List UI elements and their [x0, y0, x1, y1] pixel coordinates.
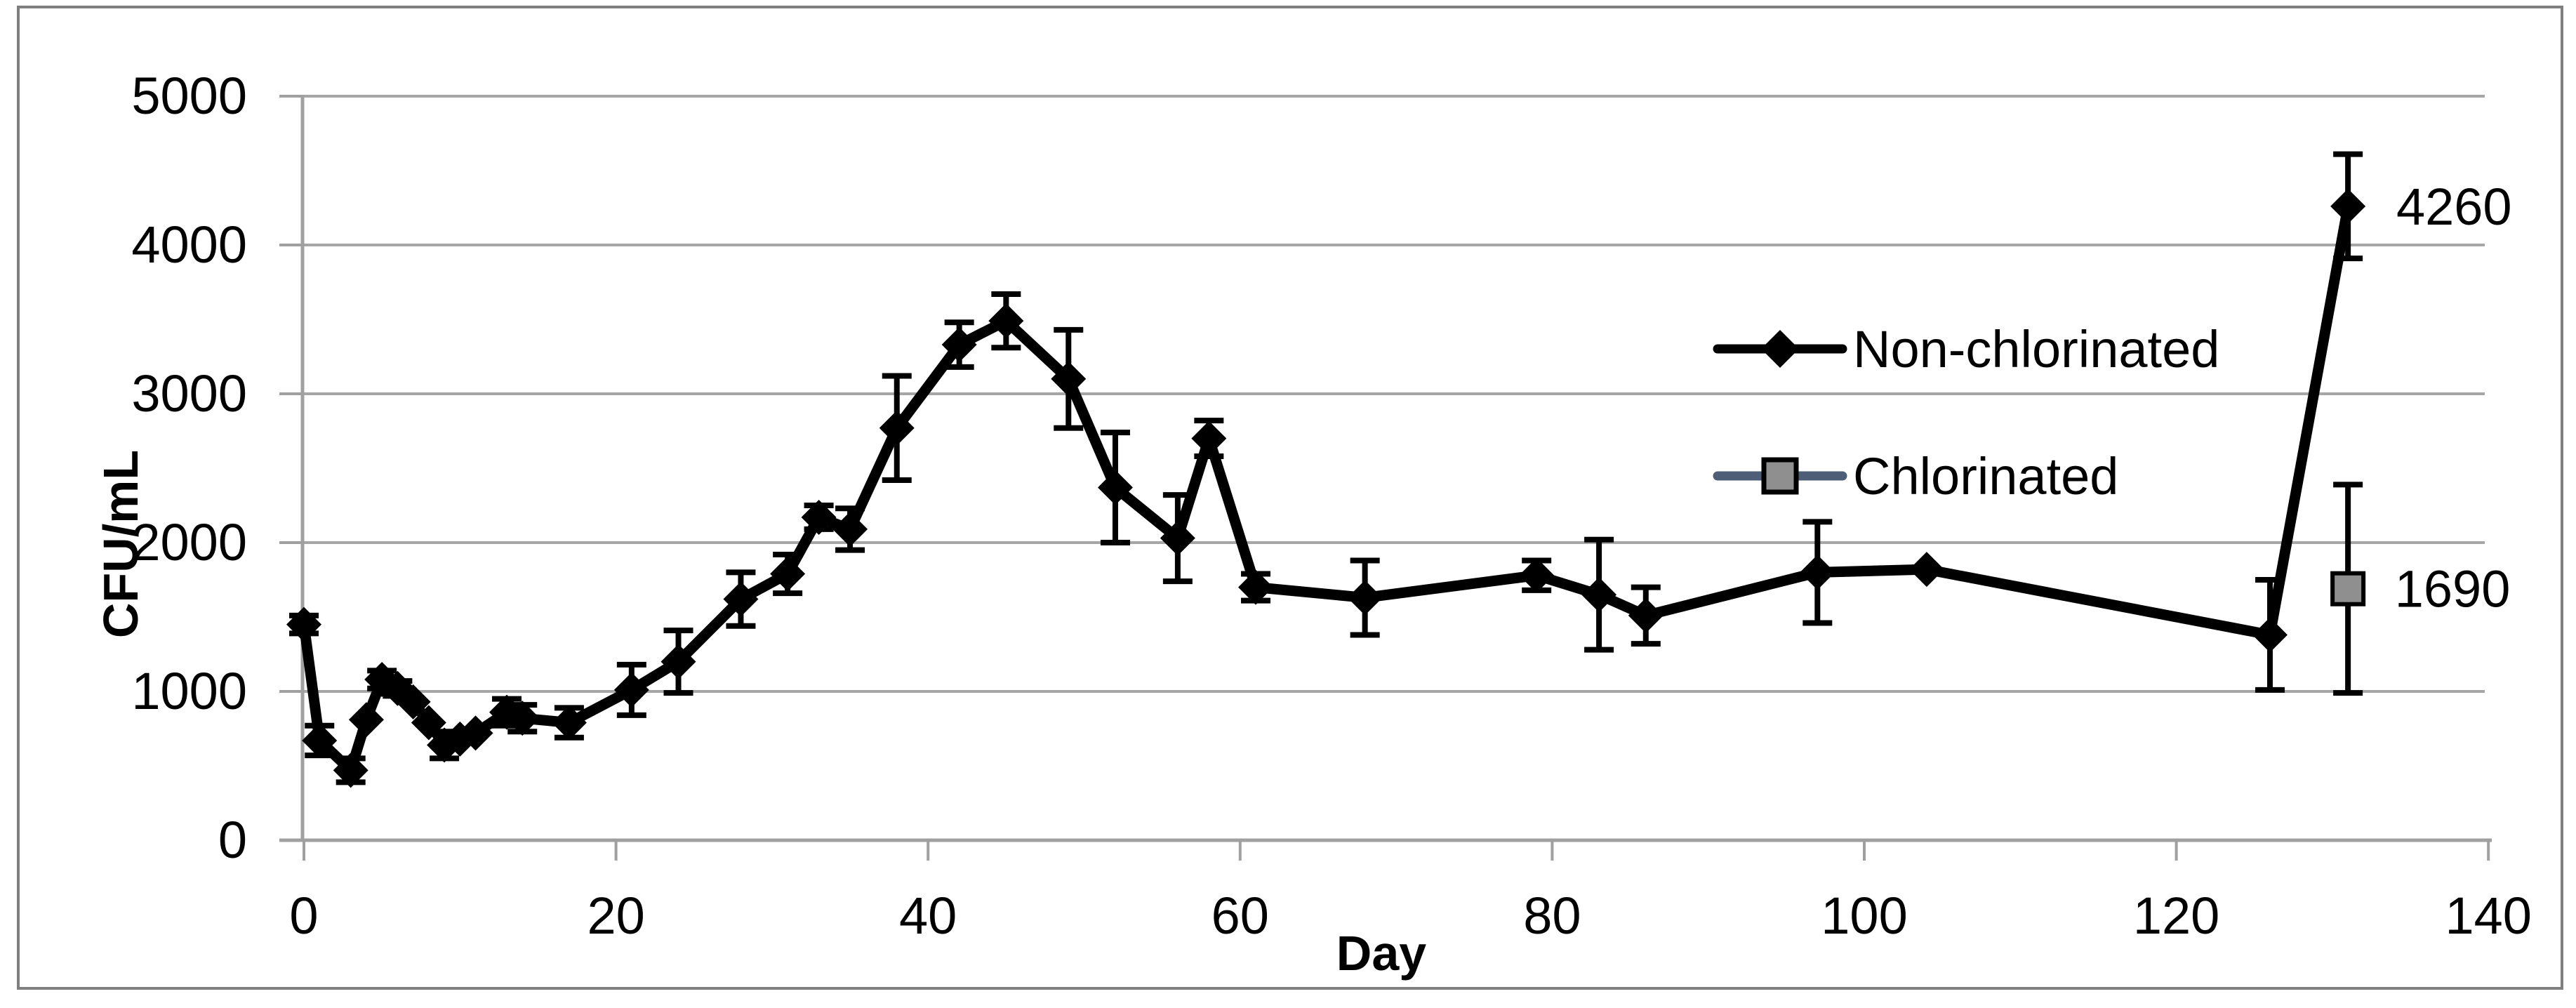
y-axis-title: CFU/mL — [93, 450, 148, 638]
legend-label: Chlorinated — [1853, 447, 2118, 505]
diamond-marker-day-3 — [333, 752, 369, 788]
x-tick-label-120: 120 — [2133, 887, 2219, 945]
axes — [279, 95, 2492, 861]
y-tick-label-1000: 1000 — [131, 662, 247, 720]
legend: Non-chlorinated Chlorinated — [1713, 320, 2219, 505]
data-series — [286, 151, 2366, 788]
diamond-marker-day-33 — [801, 499, 837, 535]
diamond-marker-day-52 — [1097, 470, 1133, 505]
series-non-chlorinated — [286, 151, 2366, 788]
diamond-marker-day-24 — [660, 644, 696, 679]
diamond-marker-day-31 — [770, 556, 806, 592]
tick-labels: 0 1000 2000 3000 4000 5000 0 20 40 60 80 100 120 140 — [131, 67, 2532, 945]
legend-square-marker-icon — [1761, 457, 1799, 495]
gridlines — [302, 95, 2485, 693]
diamond-marker-day-49 — [1051, 361, 1087, 397]
y-tick-label-3000: 3000 — [131, 364, 247, 423]
diamond-marker-day-86 — [1628, 597, 1664, 633]
y-tick-label-5000: 5000 — [131, 67, 247, 125]
diamond-marker-day-61 — [1238, 569, 1274, 605]
diamond-marker-day-28 — [723, 581, 759, 617]
y-tick-label-2000: 2000 — [131, 513, 247, 571]
diamond-marker-day-4 — [348, 702, 384, 738]
diamond-marker-day-13 — [489, 694, 524, 730]
legend-diamond-marker-icon — [1761, 330, 1799, 368]
legend-item-non-chlorinated: Non-chlorinated — [1713, 320, 2219, 378]
data-labels: 4260 1690 — [2395, 178, 2512, 618]
x-tick-label-40: 40 — [899, 887, 957, 945]
diamond-marker-day-11 — [458, 715, 493, 751]
diamond-marker-day-45 — [988, 303, 1024, 339]
x-tick-label-60: 60 — [1211, 887, 1269, 945]
diamond-marker-day-14 — [505, 701, 540, 736]
y-tick-label-4000: 4000 — [131, 215, 247, 274]
diamond-marker-day-17 — [551, 705, 587, 741]
diamond-marker-day-83 — [1581, 577, 1617, 613]
diamond-marker-day-97 — [1800, 555, 1835, 590]
square-marker-day-131 — [2330, 571, 2366, 606]
diamond-marker-day-35 — [832, 511, 868, 547]
y-tick-label-0: 0 — [218, 811, 247, 869]
diamond-marker-day-42 — [941, 327, 977, 363]
diamond-marker-day-8 — [411, 705, 446, 741]
x-tick-label-0: 0 — [289, 887, 318, 945]
x-tick-label-140: 140 — [2445, 887, 2531, 945]
diamond-marker-day-21 — [613, 672, 649, 708]
data-label-1690: 1690 — [2395, 560, 2511, 618]
series-chlorinated — [2330, 482, 2366, 696]
diamond-marker-day-68 — [1347, 580, 1383, 616]
x-tick-label-20: 20 — [587, 887, 644, 945]
diamond-marker-day-0 — [286, 606, 321, 642]
x-axis-title: Day — [1336, 926, 1426, 981]
figure-border — [17, 6, 2563, 990]
diamond-marker-day-38 — [879, 410, 915, 446]
diamond-marker-day-104 — [1908, 552, 1944, 588]
data-label-4260: 4260 — [2396, 178, 2512, 236]
x-tick-label-100: 100 — [1821, 887, 1907, 945]
diamond-marker-day-1 — [302, 722, 338, 758]
legend-item-chlorinated: Chlorinated — [1713, 447, 2118, 505]
diamond-marker-day-7 — [395, 684, 431, 719]
legend-label: Non-chlorinated — [1853, 320, 2219, 378]
diamond-marker-day-79 — [1519, 557, 1555, 593]
diamond-marker-day-56 — [1160, 520, 1195, 556]
x-tick-label-80: 80 — [1523, 887, 1581, 945]
diamond-marker-day-126 — [2252, 617, 2288, 653]
diamond-marker-day-58 — [1191, 420, 1227, 456]
diamond-marker-day-131 — [2330, 188, 2366, 224]
